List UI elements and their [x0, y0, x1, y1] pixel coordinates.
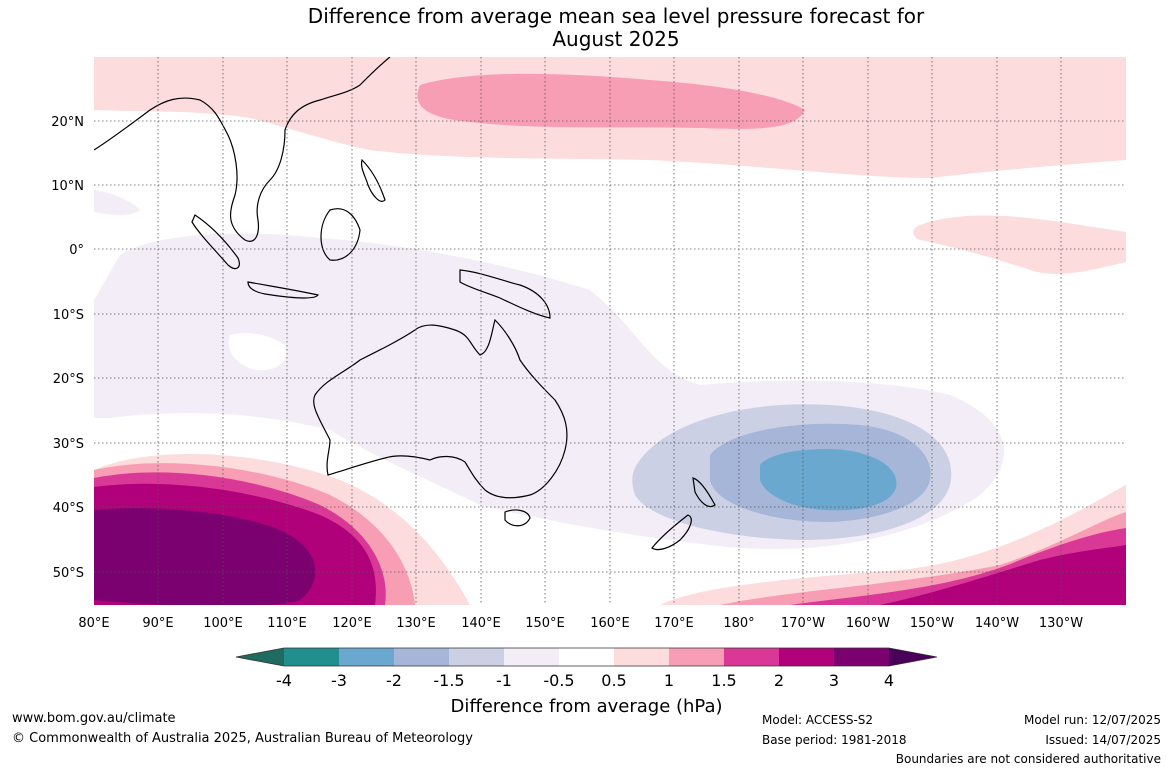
lat-label: 10°S — [53, 308, 84, 323]
colorbar-swatch — [724, 648, 779, 666]
new-zealand-coastline — [651, 477, 716, 551]
colorbar-swatch — [504, 648, 559, 666]
anomaly-low-3 — [760, 449, 897, 511]
lon-label: 100°E — [203, 616, 243, 631]
model-run-text: Model run: 12/07/2025 — [1023, 713, 1161, 727]
anomaly-high-north-core — [417, 73, 805, 129]
colorbar-swatch — [449, 648, 504, 666]
colorbar-tick: 1.5 — [711, 671, 737, 690]
model-text: Model: ACCESS-S2 — [762, 713, 874, 727]
anomaly-high-west — [94, 190, 140, 216]
title-line-1: Difference from average mean sea level p… — [307, 4, 925, 28]
colorbar-tick: -4 — [276, 671, 292, 690]
title-line-2: August 2025 — [552, 27, 680, 51]
colorbar-tick: 0.5 — [601, 671, 627, 690]
disclaimer-text: Boundaries are not considered authoritat… — [895, 752, 1161, 766]
java-coastline — [247, 281, 319, 299]
new-guinea-coastline — [459, 269, 551, 319]
colorbar-right-arrow — [889, 648, 937, 666]
lat-label: 30°S — [53, 437, 84, 452]
colorbar-tick: -1.5 — [433, 671, 465, 690]
lat-label: 20°S — [53, 372, 84, 387]
grid — [94, 57, 1126, 605]
lat-label: 20°N — [51, 115, 84, 130]
lon-label: 160°W — [846, 616, 890, 631]
colorbar-tick: -2 — [386, 671, 402, 690]
asia-mainland-coastline — [94, 57, 391, 242]
philippines-coastline — [360, 158, 386, 202]
lon-label: 160°E — [590, 616, 630, 631]
colorbar-tick: 3 — [828, 671, 840, 690]
colorbar-left-arrow — [236, 648, 284, 666]
anomaly-high-equatorial — [913, 215, 1126, 274]
issued-text: Issued: 14/07/2025 — [1045, 733, 1161, 747]
lon-label: 130°W — [1039, 616, 1083, 631]
copyright-text: © Commonwealth of Australia 2025, Austra… — [12, 731, 473, 746]
lon-labels: 80°E 90°E 100°E 110°E 120°E 130°E 140°E … — [78, 616, 1083, 631]
lon-label: 170°E — [654, 616, 694, 631]
colorbar-swatch — [834, 648, 889, 666]
australia-coastline — [313, 318, 568, 499]
sumatra-coastline — [191, 214, 240, 270]
colorbar-swatch — [669, 648, 724, 666]
colorbar-tick: -1 — [496, 671, 512, 690]
colorbar-swatch — [779, 648, 834, 666]
colorbar-tick: 1 — [663, 671, 675, 690]
colorbar-tick: 2 — [773, 671, 785, 690]
colorbar-swatch — [284, 648, 339, 666]
colorbar — [235, 647, 938, 667]
borneo-coastline — [320, 208, 361, 261]
tasmania-coastline — [504, 509, 531, 527]
land-gap-white — [228, 333, 287, 371]
lon-label: 150°E — [525, 616, 565, 631]
lon-label: 120°E — [332, 616, 372, 631]
map-title: Difference from average mean sea level p… — [0, 5, 1173, 51]
website-link[interactable]: www.bom.gov.au/climate — [12, 711, 176, 726]
lon-label: 130°E — [396, 616, 436, 631]
lon-label: 140°E — [461, 616, 501, 631]
colorbar-swatch — [339, 648, 394, 666]
anomaly-fields — [94, 57, 1126, 605]
lon-label: 80°E — [78, 616, 109, 631]
anomaly-high-sw-5 — [94, 508, 316, 605]
colorbar-swatch — [394, 648, 449, 666]
colorbar-tick: -0.5 — [543, 671, 575, 690]
coastlines — [94, 57, 716, 551]
lon-label: 90°E — [142, 616, 173, 631]
colorbar-label: Difference from average (hPa) — [450, 696, 723, 717]
lat-label: 50°S — [53, 566, 84, 581]
base-period-text: Base period: 1981-2018 — [762, 733, 907, 747]
lon-label: 170°W — [781, 616, 825, 631]
colorbar-outline — [235, 647, 938, 667]
colorbar-tick: 4 — [883, 671, 895, 690]
lon-label: 150°W — [910, 616, 954, 631]
anomaly-high-se-4 — [880, 545, 1126, 605]
colorbar-swatch — [559, 648, 614, 666]
lat-label: 10°N — [51, 179, 84, 194]
lon-label: 110°E — [267, 616, 307, 631]
lat-labels: 20°N 10°N 0° 10°S 20°S 30°S 40°S 50°S — [51, 115, 84, 581]
colorbar-tick: -3 — [331, 671, 347, 690]
lat-label: 40°S — [53, 501, 84, 516]
lat-label: 0° — [69, 243, 84, 258]
lon-label: 140°W — [975, 616, 1019, 631]
lon-label: 180° — [723, 616, 754, 631]
colorbar-swatch — [614, 648, 669, 666]
